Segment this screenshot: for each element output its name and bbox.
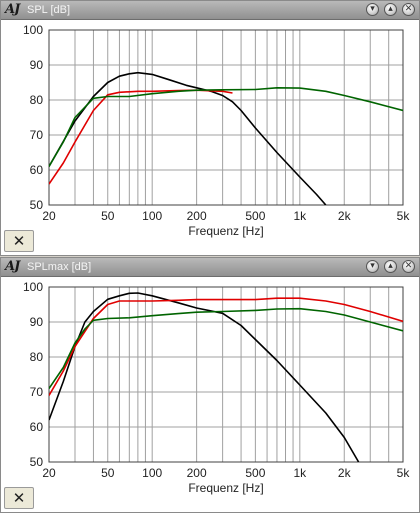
x-tick-label: 50 bbox=[101, 466, 115, 480]
title-bar[interactable]: AJ SPL [dB] ▾ ▴ ✕ bbox=[1, 1, 419, 20]
close-window-button[interactable]: ✕ bbox=[402, 3, 415, 16]
x-tick-label: 1k bbox=[293, 209, 307, 223]
series-line-black bbox=[49, 292, 360, 462]
y-tick-label: 50 bbox=[30, 198, 44, 212]
x-tick-label: 500 bbox=[245, 466, 265, 480]
window-title: SPL [dB] bbox=[27, 4, 71, 16]
app-logo-icon: AJ bbox=[5, 2, 20, 17]
y-tick-label: 80 bbox=[30, 93, 44, 107]
x-tick-label: 5k bbox=[397, 209, 411, 223]
x-axis-label: Frequenz [Hz] bbox=[188, 481, 263, 495]
y-tick-label: 80 bbox=[30, 350, 44, 364]
splmax-window: AJ SPLmax [dB] ▾ ▴ ✕ 50 60 70 80 90 100 20 50 10… bbox=[0, 257, 420, 513]
y-tick-label: 90 bbox=[30, 315, 44, 329]
x-tick-label: 20 bbox=[42, 209, 56, 223]
window-title: SPLmax [dB] bbox=[27, 261, 92, 273]
series-line-green bbox=[49, 307, 403, 389]
splmax-chart-area: 50 60 70 80 90 100 20 50 100 200 500 1k 2k 5k Frequenz… bbox=[1, 277, 419, 512]
x-tick-label: 2k bbox=[338, 209, 352, 223]
series-line-black bbox=[49, 71, 327, 205]
y-tick-label: 70 bbox=[30, 385, 44, 399]
app-logo-icon: AJ bbox=[5, 259, 20, 274]
y-tick-label: 60 bbox=[30, 420, 44, 434]
dropdown-button[interactable]: ▾ bbox=[366, 3, 379, 16]
y-tick-label: 60 bbox=[30, 163, 44, 177]
minimize-button[interactable]: ▴ bbox=[384, 260, 397, 273]
x-tick-label: 500 bbox=[245, 209, 265, 223]
y-tick-label: 100 bbox=[23, 23, 43, 37]
y-tick-label: 70 bbox=[30, 128, 44, 142]
spl-window: AJ SPL [dB] ▾ ▴ ✕ 50 60 70 80 90 100 20 50 100 20… bbox=[0, 0, 420, 256]
minimize-button[interactable]: ▴ bbox=[384, 3, 397, 16]
title-bar[interactable]: AJ SPLmax [dB] ▾ ▴ ✕ bbox=[1, 258, 419, 277]
close-tool-button[interactable]: ✕ bbox=[4, 230, 34, 252]
x-tick-label: 2k bbox=[338, 466, 352, 480]
x-tick-label: 200 bbox=[187, 466, 207, 480]
plot-frame bbox=[48, 286, 404, 463]
x-tick-label: 1k bbox=[293, 466, 307, 480]
y-tick-label: 50 bbox=[30, 455, 44, 469]
spl-chart-area: 50 60 70 80 90 100 20 50 100 200 500 1k 2k 5k Frequenz… bbox=[1, 20, 419, 255]
x-axis-label: Frequenz [Hz] bbox=[188, 224, 263, 238]
x-tick-label: 20 bbox=[42, 466, 56, 480]
close-tool-button[interactable]: ✕ bbox=[4, 487, 34, 509]
x-tick-label: 100 bbox=[142, 466, 162, 480]
series-line-green bbox=[49, 87, 403, 167]
y-tick-label: 100 bbox=[23, 280, 43, 294]
x-tick-label: 5k bbox=[397, 466, 411, 480]
series-line-red bbox=[49, 297, 403, 396]
x-tick-label: 100 bbox=[142, 209, 162, 223]
plot-frame bbox=[48, 29, 404, 206]
dropdown-button[interactable]: ▾ bbox=[366, 260, 379, 273]
close-window-button[interactable]: ✕ bbox=[402, 260, 415, 273]
x-tick-label: 200 bbox=[187, 209, 207, 223]
x-tick-label: 50 bbox=[101, 209, 115, 223]
y-tick-label: 90 bbox=[30, 58, 44, 72]
